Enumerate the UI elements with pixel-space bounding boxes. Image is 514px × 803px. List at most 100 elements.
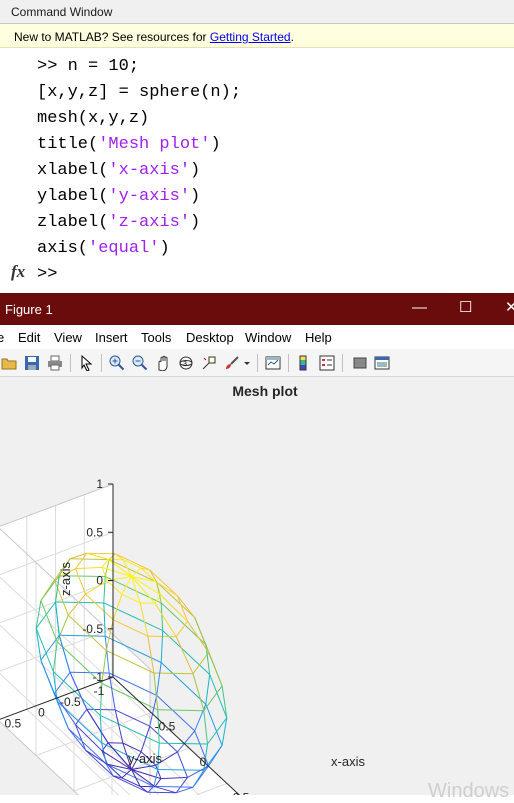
zoom-in-icon[interactable]	[109, 355, 125, 371]
mesh-edge	[222, 718, 227, 746]
y-tick-label: -0.5	[60, 695, 81, 709]
banner-suffix: .	[291, 30, 294, 44]
command-window-header: Command Window	[0, 0, 514, 24]
command-window-title: Command Window	[11, 5, 112, 19]
mesh-edge	[113, 594, 122, 620]
z-tick-label: -0.5	[82, 622, 103, 636]
mesh-edge	[161, 603, 163, 631]
save-icon[interactable]	[24, 355, 40, 371]
mesh-edge	[177, 596, 187, 622]
show-plot-tools-icon[interactable]	[374, 355, 390, 371]
string-literal: 'Mesh plot'	[98, 135, 210, 154]
mesh-edge	[209, 745, 223, 766]
menu-file-fragment[interactable]: e	[0, 330, 4, 345]
getting-started-banner: New to MATLAB? See resources for Getting…	[0, 24, 514, 48]
command-line: mesh(x,y,z)	[37, 106, 241, 132]
pointer-icon[interactable]	[78, 355, 94, 371]
function-browser-icon[interactable]: fx	[11, 262, 25, 282]
command-line: xlabel('x-axis')	[37, 158, 241, 184]
command-line: title('Mesh plot')	[37, 132, 241, 158]
mesh-edge	[123, 560, 141, 569]
open-file-icon[interactable]	[1, 355, 17, 371]
y-tick-label: 0	[38, 706, 45, 720]
mesh-edge	[115, 554, 150, 570]
print-icon[interactable]	[47, 355, 63, 371]
command-line: [x,y,z] = sphere(n);	[37, 80, 241, 106]
command-window: Command Window New to MATLAB? See resour…	[0, 0, 514, 293]
mesh-edge	[140, 603, 148, 636]
menu-insert[interactable]: Insert	[95, 330, 128, 345]
mesh-edge	[155, 603, 176, 637]
string-literal: 'equal'	[88, 239, 159, 258]
mesh-edge	[206, 675, 210, 705]
command-line: zlabel('z-axis')	[37, 210, 241, 236]
legend-icon[interactable]	[319, 355, 335, 371]
figure-menubar: e Edit View Insert Tools Desktop Window …	[0, 325, 514, 349]
figure-toolbar: 3	[0, 349, 514, 377]
mesh-edge	[161, 663, 206, 705]
maximize-button[interactable]: ☐	[459, 299, 472, 317]
toolbar-separator	[70, 354, 71, 372]
close-button[interactable]: ✕	[505, 299, 514, 317]
mesh-edge	[176, 621, 187, 636]
colorbar-icon[interactable]	[296, 355, 312, 371]
link-plot-icon[interactable]	[265, 355, 281, 371]
mesh-edge	[132, 568, 142, 576]
string-literal: 'z-axis'	[108, 213, 190, 232]
plot-area[interactable]: -1-0.500.51-1-0.500.5-0.500.51Mesh plotz…	[0, 377, 514, 795]
mesh-edge	[148, 792, 176, 793]
x-axis-label: x-axis	[331, 754, 365, 769]
menu-view[interactable]: View	[54, 330, 82, 345]
toolbar-separator	[257, 354, 258, 372]
mesh-edge	[193, 653, 209, 674]
command-gutter	[0, 48, 28, 293]
mesh-edge	[157, 582, 195, 618]
svg-text:3: 3	[183, 361, 187, 368]
mesh-chart[interactable]: -1-0.500.51-1-0.500.5-0.500.51Mesh plotz…	[0, 377, 514, 795]
x-tick-label: 0.5	[233, 791, 250, 796]
mesh-edge	[158, 710, 204, 711]
y-tick-label: 0.5	[4, 716, 21, 730]
command-line: ylabel('y-axis')	[37, 184, 241, 210]
command-history[interactable]: >> n = 10;[x,y,z] = sphere(n);mesh(x,y,z…	[37, 54, 241, 288]
figure-titlebar[interactable]: Figure 1 — ☐ ✕	[0, 293, 514, 325]
windows-watermark: Windows	[428, 780, 509, 803]
figure-title: Figure 1	[5, 302, 53, 317]
y-tick-label: -1	[94, 684, 105, 698]
menu-desktop[interactable]: Desktop	[186, 330, 234, 345]
brush-dropdown-icon[interactable]	[242, 355, 252, 371]
toolbar-separator	[342, 354, 343, 372]
command-prompt[interactable]: >>	[37, 262, 241, 288]
menu-help[interactable]: Help	[305, 330, 332, 345]
menu-edit[interactable]: Edit	[18, 330, 40, 345]
data-cursor-icon[interactable]	[201, 355, 217, 371]
mesh-edge	[208, 718, 227, 744]
rotate-3d-icon[interactable]: 3	[178, 355, 194, 371]
command-line: axis('equal')	[37, 236, 241, 262]
mesh-edge	[209, 653, 223, 686]
menu-window[interactable]: Window	[245, 330, 291, 345]
minimize-button[interactable]: —	[412, 299, 427, 317]
mesh-edge	[210, 675, 227, 718]
zoom-out-icon[interactable]	[132, 355, 148, 371]
brush-icon[interactable]	[224, 355, 240, 371]
pan-icon[interactable]	[155, 355, 171, 371]
z-tick-label: 0	[96, 574, 103, 588]
mesh-edge	[204, 711, 208, 744]
mesh-edge	[157, 663, 162, 696]
chart-title: Mesh plot	[232, 383, 298, 399]
mesh-edge	[161, 631, 163, 663]
toolbar-separator	[288, 354, 289, 372]
menu-tools[interactable]: Tools	[141, 330, 171, 345]
x-tick-label: 0	[200, 755, 207, 769]
getting-started-link[interactable]: Getting Started	[210, 30, 291, 44]
toolbar-separator	[101, 354, 102, 372]
z-tick-label: 1	[96, 477, 103, 491]
command-line: >> n = 10;	[37, 54, 241, 80]
z-axis-label: z-axis	[58, 562, 73, 596]
mesh-edge	[193, 674, 204, 711]
mesh-edge	[87, 553, 115, 554]
x-tick-label: -0.5	[155, 720, 176, 734]
hide-plot-tools-icon[interactable]	[352, 355, 368, 371]
figure-window: Figure 1 — ☐ ✕ e Edit View Insert Tools …	[0, 293, 514, 795]
